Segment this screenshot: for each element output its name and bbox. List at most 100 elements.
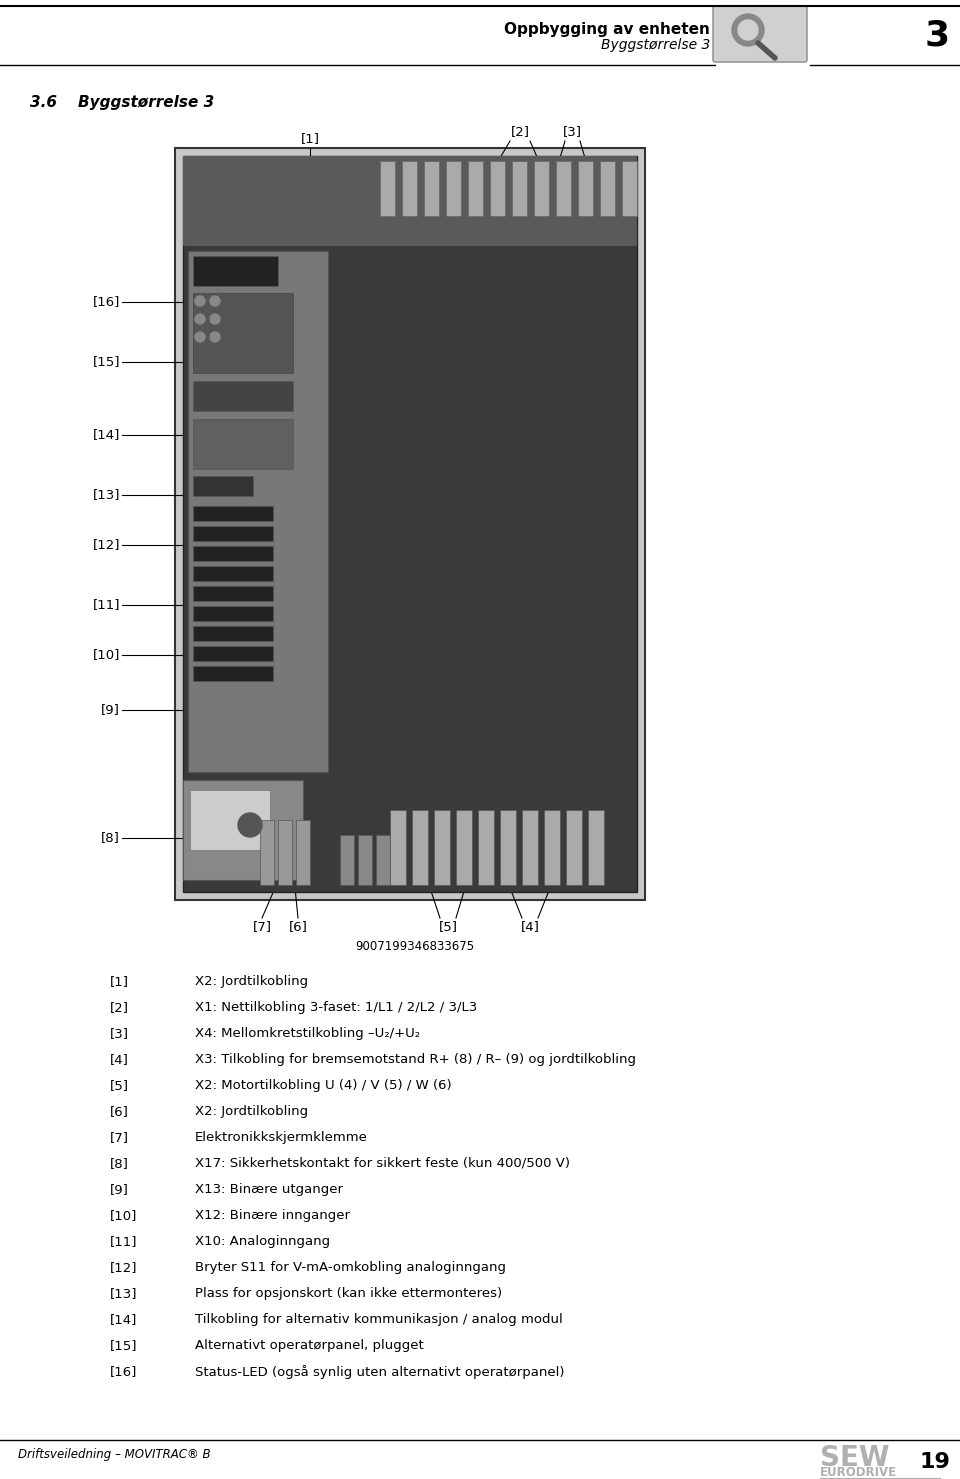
Text: [8]: [8] [110, 1157, 129, 1170]
Circle shape [210, 314, 220, 324]
Text: [16]: [16] [110, 1365, 137, 1378]
Bar [490, 161, 505, 216]
Text: X2: Jordtilkobling: X2: Jordtilkobling [195, 975, 308, 988]
Bar [193, 382, 293, 411]
Bar [358, 836, 372, 884]
Bar [260, 819, 274, 884]
Circle shape [195, 296, 205, 306]
Text: [11]: [11] [110, 1235, 137, 1248]
Bar [183, 155, 637, 892]
Bar [434, 810, 450, 884]
Bar [193, 546, 273, 561]
Text: Alternativt operatørpanel, plugget: Alternativt operatørpanel, plugget [195, 1338, 423, 1352]
Bar [456, 810, 472, 884]
Text: Plass for opsjonskort (kan ikke ettermonteres): Plass for opsjonskort (kan ikke ettermon… [195, 1287, 502, 1300]
Text: [10]: [10] [110, 1208, 137, 1222]
Text: [9]: [9] [101, 704, 120, 716]
Bar [522, 810, 538, 884]
Bar [183, 155, 637, 246]
Bar [622, 161, 637, 216]
Bar [478, 810, 494, 884]
Bar [376, 836, 390, 884]
Text: Oppbygging av enheten: Oppbygging av enheten [504, 22, 710, 37]
Bar [296, 819, 310, 884]
Circle shape [210, 296, 220, 306]
Bar [175, 148, 645, 901]
Text: 9007199346833675: 9007199346833675 [355, 941, 474, 952]
Circle shape [195, 314, 205, 324]
Text: [2]: [2] [511, 126, 530, 138]
Bar [190, 790, 270, 850]
Bar [402, 161, 417, 216]
Bar [412, 810, 428, 884]
Bar [193, 527, 273, 541]
Text: [14]: [14] [110, 1313, 137, 1327]
Text: [13]: [13] [92, 488, 120, 501]
Text: [15]: [15] [110, 1338, 137, 1352]
Text: 3.6    Byggstørrelse 3: 3.6 Byggstørrelse 3 [30, 95, 214, 109]
Text: [4]: [4] [110, 1053, 129, 1066]
Circle shape [238, 813, 262, 837]
Text: 19: 19 [919, 1452, 950, 1472]
Text: Tilkobling for alternativ kommunikasjon / analog modul: Tilkobling for alternativ kommunikasjon … [195, 1313, 563, 1327]
Bar [193, 586, 273, 600]
Bar [188, 251, 328, 772]
Text: X17: Sikkerhetskontakt for sikkert feste (kun 400/500 V): X17: Sikkerhetskontakt for sikkert feste… [195, 1157, 570, 1170]
Text: [5]: [5] [439, 920, 458, 933]
Text: [3]: [3] [110, 1026, 129, 1040]
Bar [193, 566, 273, 581]
Text: [6]: [6] [110, 1105, 129, 1118]
Text: X10: Analoginngang: X10: Analoginngang [195, 1235, 330, 1248]
Bar [183, 779, 303, 880]
Text: [5]: [5] [110, 1080, 129, 1092]
Bar [424, 161, 439, 216]
Bar [556, 161, 571, 216]
Text: X3: Tilkobling for bremsemotstand R+ (8) / R– (9) og jordtilkobling: X3: Tilkobling for bremsemotstand R+ (8)… [195, 1053, 636, 1066]
Text: X1: Nettilkobling 3-faset: 1/L1 / 2/L2 / 3/L3: X1: Nettilkobling 3-faset: 1/L1 / 2/L2 /… [195, 1001, 477, 1015]
Bar [193, 626, 273, 640]
Bar [390, 810, 406, 884]
Bar [588, 810, 604, 884]
Text: [1]: [1] [300, 132, 320, 145]
Bar [193, 646, 273, 661]
Text: [14]: [14] [92, 429, 120, 442]
Bar [566, 810, 582, 884]
Text: X13: Binære utganger: X13: Binære utganger [195, 1183, 343, 1197]
Text: [8]: [8] [101, 831, 120, 845]
Text: 3: 3 [924, 18, 950, 52]
Text: X2: Motortilkobling U (4) / V (5) / W (6): X2: Motortilkobling U (4) / V (5) / W (6… [195, 1080, 451, 1092]
Bar [278, 819, 292, 884]
Text: [12]: [12] [110, 1262, 137, 1273]
Bar [193, 419, 293, 469]
Bar [193, 606, 273, 621]
Text: [1]: [1] [110, 975, 129, 988]
FancyBboxPatch shape [713, 6, 807, 62]
Text: SEW: SEW [820, 1444, 890, 1472]
Text: [16]: [16] [92, 296, 120, 309]
Text: [12]: [12] [92, 538, 120, 552]
Text: [7]: [7] [110, 1131, 129, 1143]
Bar [500, 810, 516, 884]
Bar [446, 161, 461, 216]
Bar [534, 161, 549, 216]
Text: [7]: [7] [252, 920, 272, 933]
Circle shape [732, 13, 764, 46]
Text: X12: Binære innganger: X12: Binære innganger [195, 1208, 350, 1222]
Text: EURODRIVE: EURODRIVE [820, 1466, 898, 1479]
Bar [578, 161, 593, 216]
Bar [193, 666, 273, 680]
Text: [4]: [4] [520, 920, 540, 933]
Text: [2]: [2] [110, 1001, 129, 1015]
Bar [193, 476, 253, 495]
Bar [193, 293, 293, 373]
Bar [340, 836, 354, 884]
Text: [9]: [9] [110, 1183, 129, 1197]
Text: [13]: [13] [110, 1287, 137, 1300]
Text: Elektronikkskjermklemme: Elektronikkskjermklemme [195, 1131, 368, 1143]
Text: Byggstørrelse 3: Byggstørrelse 3 [601, 38, 710, 52]
Text: X4: Mellomkretstilkobling –U₂/+U₂: X4: Mellomkretstilkobling –U₂/+U₂ [195, 1026, 420, 1040]
Text: Bryter S11 for V-mA-omkobling analoginngang: Bryter S11 for V-mA-omkobling analoginng… [195, 1262, 506, 1273]
Bar [544, 810, 560, 884]
Text: X2: Jordtilkobling: X2: Jordtilkobling [195, 1105, 308, 1118]
Text: [11]: [11] [92, 599, 120, 611]
